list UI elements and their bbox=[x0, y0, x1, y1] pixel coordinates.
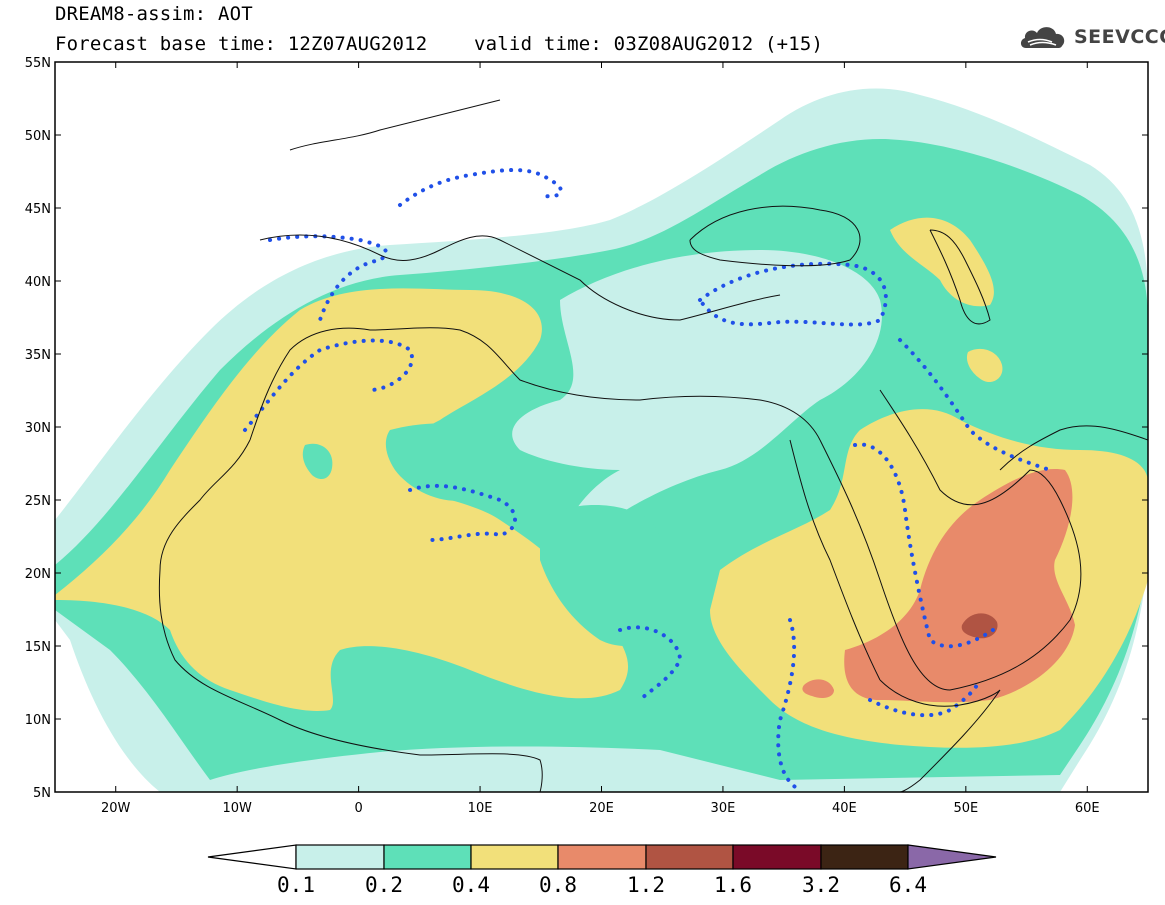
latitude-label: 10N bbox=[25, 713, 51, 728]
aot-contour-0.4-iran bbox=[966, 348, 1003, 383]
coastline-arabia bbox=[819, 389, 1082, 691]
forecast-times: Forecast base time: 12Z07AUG2012 valid t… bbox=[55, 33, 823, 55]
colorbar-tick-label: 1.2 bbox=[627, 873, 665, 897]
latitude-label: 40N bbox=[25, 275, 51, 290]
coastline-red-sea bbox=[789, 439, 881, 681]
latitude-label: 15N bbox=[25, 640, 51, 655]
aot-contour-0.4-west bbox=[55, 288, 629, 711]
colorbar-segment-3.2-6.4 bbox=[820, 844, 909, 870]
colorbar-tick-label: 6.4 bbox=[889, 873, 927, 897]
colorbar-segment-1.6-3.2 bbox=[732, 844, 822, 870]
aot-contour-1.2 bbox=[961, 613, 998, 639]
coastlines bbox=[158, 99, 1148, 792]
coastline-northwest-europe bbox=[289, 99, 501, 151]
colorbar-tick-label: 0.8 bbox=[539, 873, 577, 897]
aot-contour-0.4-caucasus bbox=[890, 217, 994, 307]
latitude-label: 50N bbox=[25, 129, 51, 144]
aot-contour-0.2-mali bbox=[302, 443, 333, 480]
colorbar-segment-0.4-0.8 bbox=[470, 844, 559, 870]
coastline-persian-gulf bbox=[999, 425, 1148, 471]
dotted-contour-arabia bbox=[853, 442, 1002, 649]
latitude-label: 5N bbox=[33, 786, 51, 801]
aot-contour-0.8 bbox=[844, 469, 1075, 703]
longitude-axis: 20W 10W 0 10E 20E 30E 40E 50E 60E bbox=[101, 62, 1100, 816]
colorbar-tick-label: 0.1 bbox=[277, 873, 315, 897]
longitude-label: 0 bbox=[354, 801, 362, 816]
aot-contour-0.2-sahara bbox=[385, 423, 509, 501]
colorbar-segment-0.1-0.2 bbox=[295, 844, 385, 870]
dotted-contour-alps bbox=[398, 168, 563, 207]
latitude-label: 35N bbox=[25, 348, 51, 363]
colorbar-tick-label: 0.2 bbox=[365, 873, 403, 897]
latitude-label: 20N bbox=[25, 567, 51, 582]
colorbar-tick-label: 3.2 bbox=[802, 873, 840, 897]
colorbar-tick-label: 1.6 bbox=[714, 873, 752, 897]
colorbar-tick-label: 0.4 bbox=[452, 873, 490, 897]
latitude-label: 30N bbox=[25, 421, 51, 436]
base-time-label: Forecast base time: 12Z07AUG2012 bbox=[55, 33, 428, 55]
colorbar-under-arrow bbox=[207, 844, 297, 870]
latitude-label: 45N bbox=[25, 202, 51, 217]
map-title: DREAM8-assim: AOT bbox=[55, 3, 253, 25]
dotted-contour-turkey bbox=[698, 261, 888, 327]
longitude-label: 10E bbox=[468, 801, 493, 816]
cloud-icon bbox=[1020, 27, 1065, 48]
coastline-europe bbox=[259, 234, 781, 321]
dotted-contour-zagros bbox=[898, 338, 1052, 472]
longitude-label: 20E bbox=[589, 801, 614, 816]
colorbar-segment-0.2-0.4 bbox=[383, 844, 472, 870]
colorbar-segment-1.2-1.6 bbox=[645, 844, 734, 870]
colorbar-over-arrow bbox=[907, 844, 997, 870]
dotted-contour-ethiopia bbox=[776, 618, 802, 792]
longitude-label: 10W bbox=[222, 801, 252, 816]
longitude-label: 60E bbox=[1075, 801, 1100, 816]
coastline-caspian bbox=[929, 229, 991, 325]
coastline-west-africa bbox=[158, 439, 543, 792]
seevccc-logo: SEEVCCC bbox=[1018, 22, 1165, 52]
colorbar-segment-0.8-1.2 bbox=[557, 844, 647, 870]
latitude-label: 25N bbox=[25, 494, 51, 509]
latitude-label: 55N bbox=[25, 56, 51, 71]
dotted-contours bbox=[243, 168, 1052, 792]
dotted-contour-darfur bbox=[618, 625, 683, 702]
coastline-horn-of-africa bbox=[879, 679, 1001, 792]
aot-shading bbox=[55, 88, 1148, 792]
longitude-label: 40E bbox=[832, 801, 857, 816]
logo-text: SEEVCCC bbox=[1074, 26, 1165, 48]
longitude-label: 30E bbox=[711, 801, 736, 816]
latitude-axis: 55N 50N 45N 40N 35N 30N 25N 20N 15N 10N 5N bbox=[25, 56, 1148, 801]
aot-contour-0.1-interior bbox=[512, 250, 882, 570]
dotted-contour-somalia bbox=[868, 678, 982, 718]
coastline-north-africa bbox=[249, 327, 821, 441]
longitude-label: 20W bbox=[101, 801, 131, 816]
valid-time-label: valid time: 03Z08AUG2012 (+15) bbox=[474, 33, 824, 55]
aot-contour-0.2-chad bbox=[540, 505, 663, 646]
longitude-label: 50E bbox=[953, 801, 978, 816]
coastline-black-sea bbox=[689, 205, 861, 267]
colorbar: 0.1 0.2 0.4 0.8 1.2 1.6 3.2 6.4 bbox=[207, 844, 997, 897]
aot-contour-0.8-ethiopia bbox=[802, 679, 834, 698]
